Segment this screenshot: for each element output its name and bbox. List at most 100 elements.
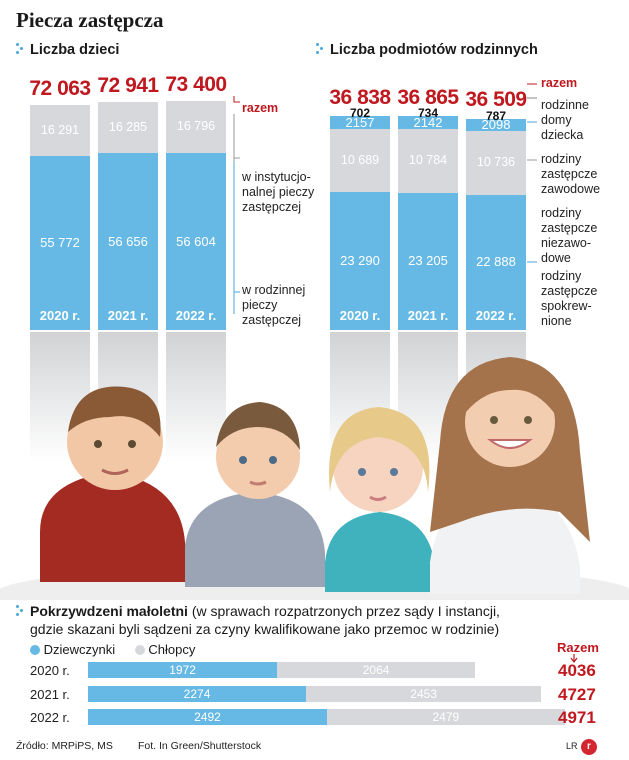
bar-segment [330,129,390,193]
legend-razem: razem [242,101,279,115]
bar-segment-family [166,153,226,330]
bottom-legend: Dziewczynki Chłopcy [30,642,195,657]
arrow-down-icon [570,654,578,663]
year-label: 2020 r. [30,663,70,678]
right-legend: razem rodzinne domy dziecka rodziny zast… [525,76,625,340]
legend-family: w rodzinnej pieczy zastępczej [242,283,306,327]
year-label: 2022 r. [175,308,217,323]
year-label: 2022 r. [30,710,70,725]
bar-segment [466,194,526,330]
total-label: 4727 [558,685,596,704]
legend-niezawodowe: rodziny zastępcze niezawo- dowe [541,206,598,265]
left-legend: razem w instytucjo- nalnej pieczy zastęp… [226,92,316,327]
value-label: 23 205 [408,253,448,269]
value-label: 2098 [481,117,511,133]
bar-girls [88,686,307,702]
dots-icon [16,604,24,618]
dots-icon [16,42,24,56]
bar-segment [398,116,458,130]
total-label: 72 063 [29,77,91,101]
value-label: 2157 [345,114,375,130]
legend-spokrewnione: rodziny zastępcze spokrew- nione [541,269,598,328]
year-label: 2022 r. [475,308,517,323]
right-chart-title: Liczba podmiotów rodzinnych [316,42,538,58]
bar-segment [398,192,458,330]
author: LR [566,741,578,751]
legend-boys: Chłopcy [148,642,196,657]
legend-dot-boys [134,645,145,655]
bar-boys [277,662,476,678]
bar-segment-institutional [98,102,158,154]
bottom-title-bold: Pokrzywdzeni małoletni [30,603,188,619]
value-label: 2274 [183,687,211,701]
legend-girls: Dziewczynki [43,642,116,657]
page-title: Piecza zastępcza [16,8,164,32]
bottom-chart-title: Pokrzywdzeni małoletni (w sprawach rozpa… [16,602,616,638]
value-label: 10 736 [476,155,516,169]
bar-segment-family [98,153,158,330]
left-chart-title-text: Liczba dzieci [30,42,120,58]
value-label: 2453 [410,687,438,701]
logo: r [581,736,597,755]
value-label: 787 [485,108,507,123]
bar-boys [326,709,565,725]
total-label: 72 941 [97,74,159,98]
bar-boys [306,686,542,702]
source: Źródło: MRPiPS, MS [16,740,113,752]
bar-segment [330,192,390,330]
dots-icon [316,42,324,56]
legend-dot-girls [30,645,40,655]
left-chart-title: Liczba dzieci [16,42,119,58]
photo-credit: Fot. In Green/Shutterstock [138,740,262,752]
bar-girls [88,662,278,678]
bottom-title-rest: (w sprawach rozpatrzonych przez sądy I i… [187,603,500,619]
value-label: 56 604 [176,233,216,249]
value-label: 2492 [194,710,221,724]
year-label: 2021 r. [30,687,70,702]
legend-zawodowe: rodziny zastępcze zawodowe [541,152,601,196]
value-label: 55 772 [40,234,80,250]
value-label: 10 689 [340,152,380,167]
value-label: 16 285 [108,119,148,134]
right-chart-title-text: Liczba podmiotów rodzinnych [330,42,538,58]
legend-institutional: w instytucjo- nalnej pieczy zastępczej [242,170,315,214]
value-label: 2142 [413,114,443,130]
legend-razem: razem [541,76,578,90]
year-label: 2020 r. [39,308,81,323]
bar-segment-family [30,155,90,330]
razem-header: Razem [557,640,599,655]
value-label: 23 290 [340,253,380,269]
value-label: 16 796 [176,119,216,134]
children-photo [0,332,629,600]
total-label: 36 838 [329,86,391,110]
value-label: 10 784 [408,152,448,167]
value-label: 702 [349,106,371,121]
year-label: 2021 r. [407,308,449,323]
total-label: 36 509 [465,88,527,112]
total-label: 4971 [558,708,596,727]
rp-logo-icon: r [581,739,597,755]
bottom-title-rest-2: gdzie skazani byli sądzeni za czyny kwal… [30,621,500,637]
legend-brackets [527,83,537,263]
bar-segment [330,116,390,130]
year-label: 2020 r. [339,308,381,323]
bar-segment-institutional [166,100,226,154]
bar-segment [466,118,526,132]
year-label: 2021 r. [107,308,149,323]
legend-domy: rodzinne domy dziecka [541,98,589,142]
value-label: 734 [417,106,439,121]
value-label: 16 291 [40,122,80,137]
value-label: 56 656 [108,233,148,249]
bar-segment-institutional [30,105,90,156]
value-label: 2064 [362,663,390,677]
legend-brackets [233,96,240,314]
value-label: 1972 [169,663,196,677]
bar-segment [466,131,526,195]
total-label: 36 865 [397,86,459,110]
value-label: 22 888 [476,254,516,270]
total-label: 4036 [558,661,596,680]
total-label: 73 400 [165,72,227,96]
value-label: 2479 [432,710,460,724]
bar-segment [398,129,458,193]
bar-girls [88,709,327,725]
